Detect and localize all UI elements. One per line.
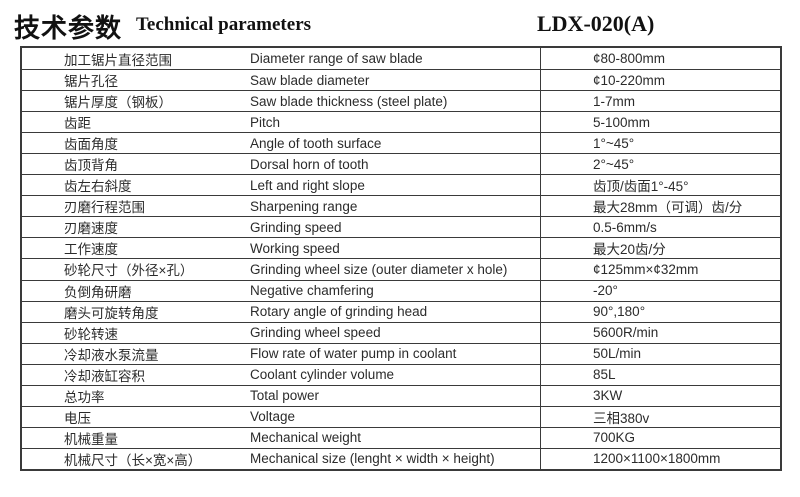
parameter-name-zh: 机械重量	[64, 431, 118, 447]
table-row: 工作速度 Working speed 最大20齿/分	[22, 237, 780, 259]
table-row: 刃磨速度 Grinding speed 0.5-6mm/s	[22, 216, 780, 238]
parameter-name-zh: 机械尺寸（长×宽×高）	[64, 452, 202, 468]
parameter-name-en: Mechanical size (lenght × width × height…	[250, 451, 495, 467]
parameter-name-en: Total power	[250, 388, 320, 404]
table-row: 砂轮转速 Grinding wheel speed 5600R/min	[22, 321, 780, 343]
parameter-name-en: Mechanical weight	[250, 430, 362, 446]
parameter-name-en: Flow rate of water pump in coolant	[250, 346, 457, 362]
parameter-value: 5600R/min	[540, 322, 780, 343]
parameter-name-en: Left and right slope	[250, 177, 365, 193]
parameter-value: 2°~45°	[540, 154, 780, 175]
parameter-name-en: Grinding speed	[250, 219, 342, 235]
parameter-name-zh: 砂轮尺寸（外径×孔）	[64, 263, 194, 279]
parameter-name-en: Grinding wheel size (outer diameter x ho…	[250, 261, 508, 277]
table-row: 锯片厚度（钢板） Saw blade thickness (steel plat…	[22, 90, 780, 112]
specifications-table: 加工锯片直径范围 Diameter range of saw blade ¢80…	[20, 46, 782, 471]
table-row: 冷却液缸容积 Coolant cylinder volume 85L	[22, 363, 780, 385]
parameter-name-en: Saw blade thickness (steel plate)	[250, 93, 448, 109]
parameter-name-zh: 刃磨行程范围	[64, 200, 145, 216]
parameter-name-en: Dorsal horn of tooth	[250, 156, 369, 172]
parameter-name-zh: 齿左右斜度	[64, 179, 132, 195]
parameter-name-zh: 负倒角研磨	[64, 284, 132, 300]
parameter-value: 50L/min	[540, 343, 780, 364]
page-title-english: Technical parameters	[136, 14, 312, 35]
parameter-name-zh: 齿距	[64, 116, 91, 132]
parameter-value: 最大20齿/分	[540, 238, 780, 259]
table-row: 刃磨行程范围 Sharpening range 最大28mm（可调）齿/分	[22, 195, 780, 217]
parameter-name-zh: 磨头可旋转角度	[64, 305, 159, 321]
parameter-value: 700KG	[540, 427, 780, 448]
parameter-value: 5-100mm	[540, 112, 780, 133]
table-row: 负倒角研磨 Negative chamfering -20°	[22, 279, 780, 301]
parameter-value: 3KW	[540, 385, 780, 406]
parameter-name-en: Diameter range of saw blade	[250, 51, 423, 67]
page-header: 技术参数 Technical parameters LDX-020(A)	[0, 0, 800, 46]
parameter-value: 1-7mm	[540, 91, 780, 112]
parameter-name-en: Angle of tooth surface	[250, 135, 382, 151]
parameter-name-zh: 锯片孔径	[64, 74, 118, 90]
parameter-value: 齿顶/齿面1°-45°	[540, 175, 780, 196]
parameter-value: 1°~45°	[540, 133, 780, 154]
table-row: 机械尺寸（长×宽×高） Mechanical size (lenght × wi…	[22, 447, 780, 469]
parameter-value: -20°	[540, 280, 780, 301]
parameter-name-en: Rotary angle of grinding head	[250, 304, 428, 320]
parameter-name-zh: 砂轮转速	[64, 326, 118, 342]
parameter-name-en: Negative chamfering	[250, 283, 374, 299]
table-row: 电压 Voltage 三相380v	[22, 405, 780, 427]
parameter-name-en: Coolant cylinder volume	[250, 367, 395, 383]
parameter-name-zh: 加工锯片直径范围	[64, 52, 172, 68]
parameter-name-en: Voltage	[250, 409, 296, 425]
table-row: 齿距 Pitch 5-100mm	[22, 111, 780, 133]
parameter-name-en: Sharpening range	[250, 198, 358, 214]
parameter-name-zh: 电压	[64, 410, 91, 426]
model-number: LDX-020(A)	[537, 11, 655, 36]
parameter-name-en: Pitch	[250, 114, 281, 130]
parameter-name-zh: 刃磨速度	[64, 221, 118, 237]
table-row: 冷却液水泵流量 Flow rate of water pump in coola…	[22, 342, 780, 364]
table-row: 加工锯片直径范围 Diameter range of saw blade ¢80…	[22, 48, 780, 70]
parameter-value: 85L	[540, 364, 780, 385]
parameter-value: 90°,180°	[540, 301, 780, 322]
table-row: 磨头可旋转角度 Rotary angle of grinding head 90…	[22, 300, 780, 322]
parameter-value: ¢125mm×¢32mm	[540, 259, 780, 280]
table-row: 齿左右斜度 Left and right slope 齿顶/齿面1°-45°	[22, 174, 780, 196]
parameter-value: 0.5-6mm/s	[540, 217, 780, 238]
parameter-name-zh: 齿面角度	[64, 137, 118, 153]
table-row: 砂轮尺寸（外径×孔） Grinding wheel size (outer di…	[22, 258, 780, 280]
parameter-name-en: Working speed	[250, 240, 340, 256]
parameter-name-en: Saw blade diameter	[250, 72, 370, 88]
parameter-value: 三相380v	[540, 406, 780, 427]
table-row: 齿顶背角 Dorsal horn of tooth 2°~45°	[22, 153, 780, 175]
parameter-name-zh: 冷却液缸容积	[64, 368, 145, 384]
page-title-chinese: 技术参数	[14, 13, 123, 43]
parameter-name-zh: 齿顶背角	[64, 158, 118, 174]
parameter-name-zh: 总功率	[64, 389, 105, 405]
parameter-value: 最大28mm（可调）齿/分	[540, 196, 780, 217]
table-row: 齿面角度 Angle of tooth surface 1°~45°	[22, 132, 780, 154]
table-row: 总功率 Total power 3KW	[22, 384, 780, 406]
parameter-name-zh: 冷却液水泵流量	[64, 347, 159, 363]
parameter-value: 1200×1100×1800mm	[540, 448, 780, 469]
parameter-name-zh: 锯片厚度（钢板）	[64, 95, 172, 111]
parameter-value: ¢80-800mm	[540, 48, 780, 70]
parameter-name-zh: 工作速度	[64, 242, 118, 258]
table-row: 机械重量 Mechanical weight 700KG	[22, 426, 780, 448]
table-row: 锯片孔径 Saw blade diameter ¢10-220mm	[22, 69, 780, 91]
parameter-name-en: Grinding wheel speed	[250, 325, 381, 341]
parameter-value: ¢10-220mm	[540, 70, 780, 91]
